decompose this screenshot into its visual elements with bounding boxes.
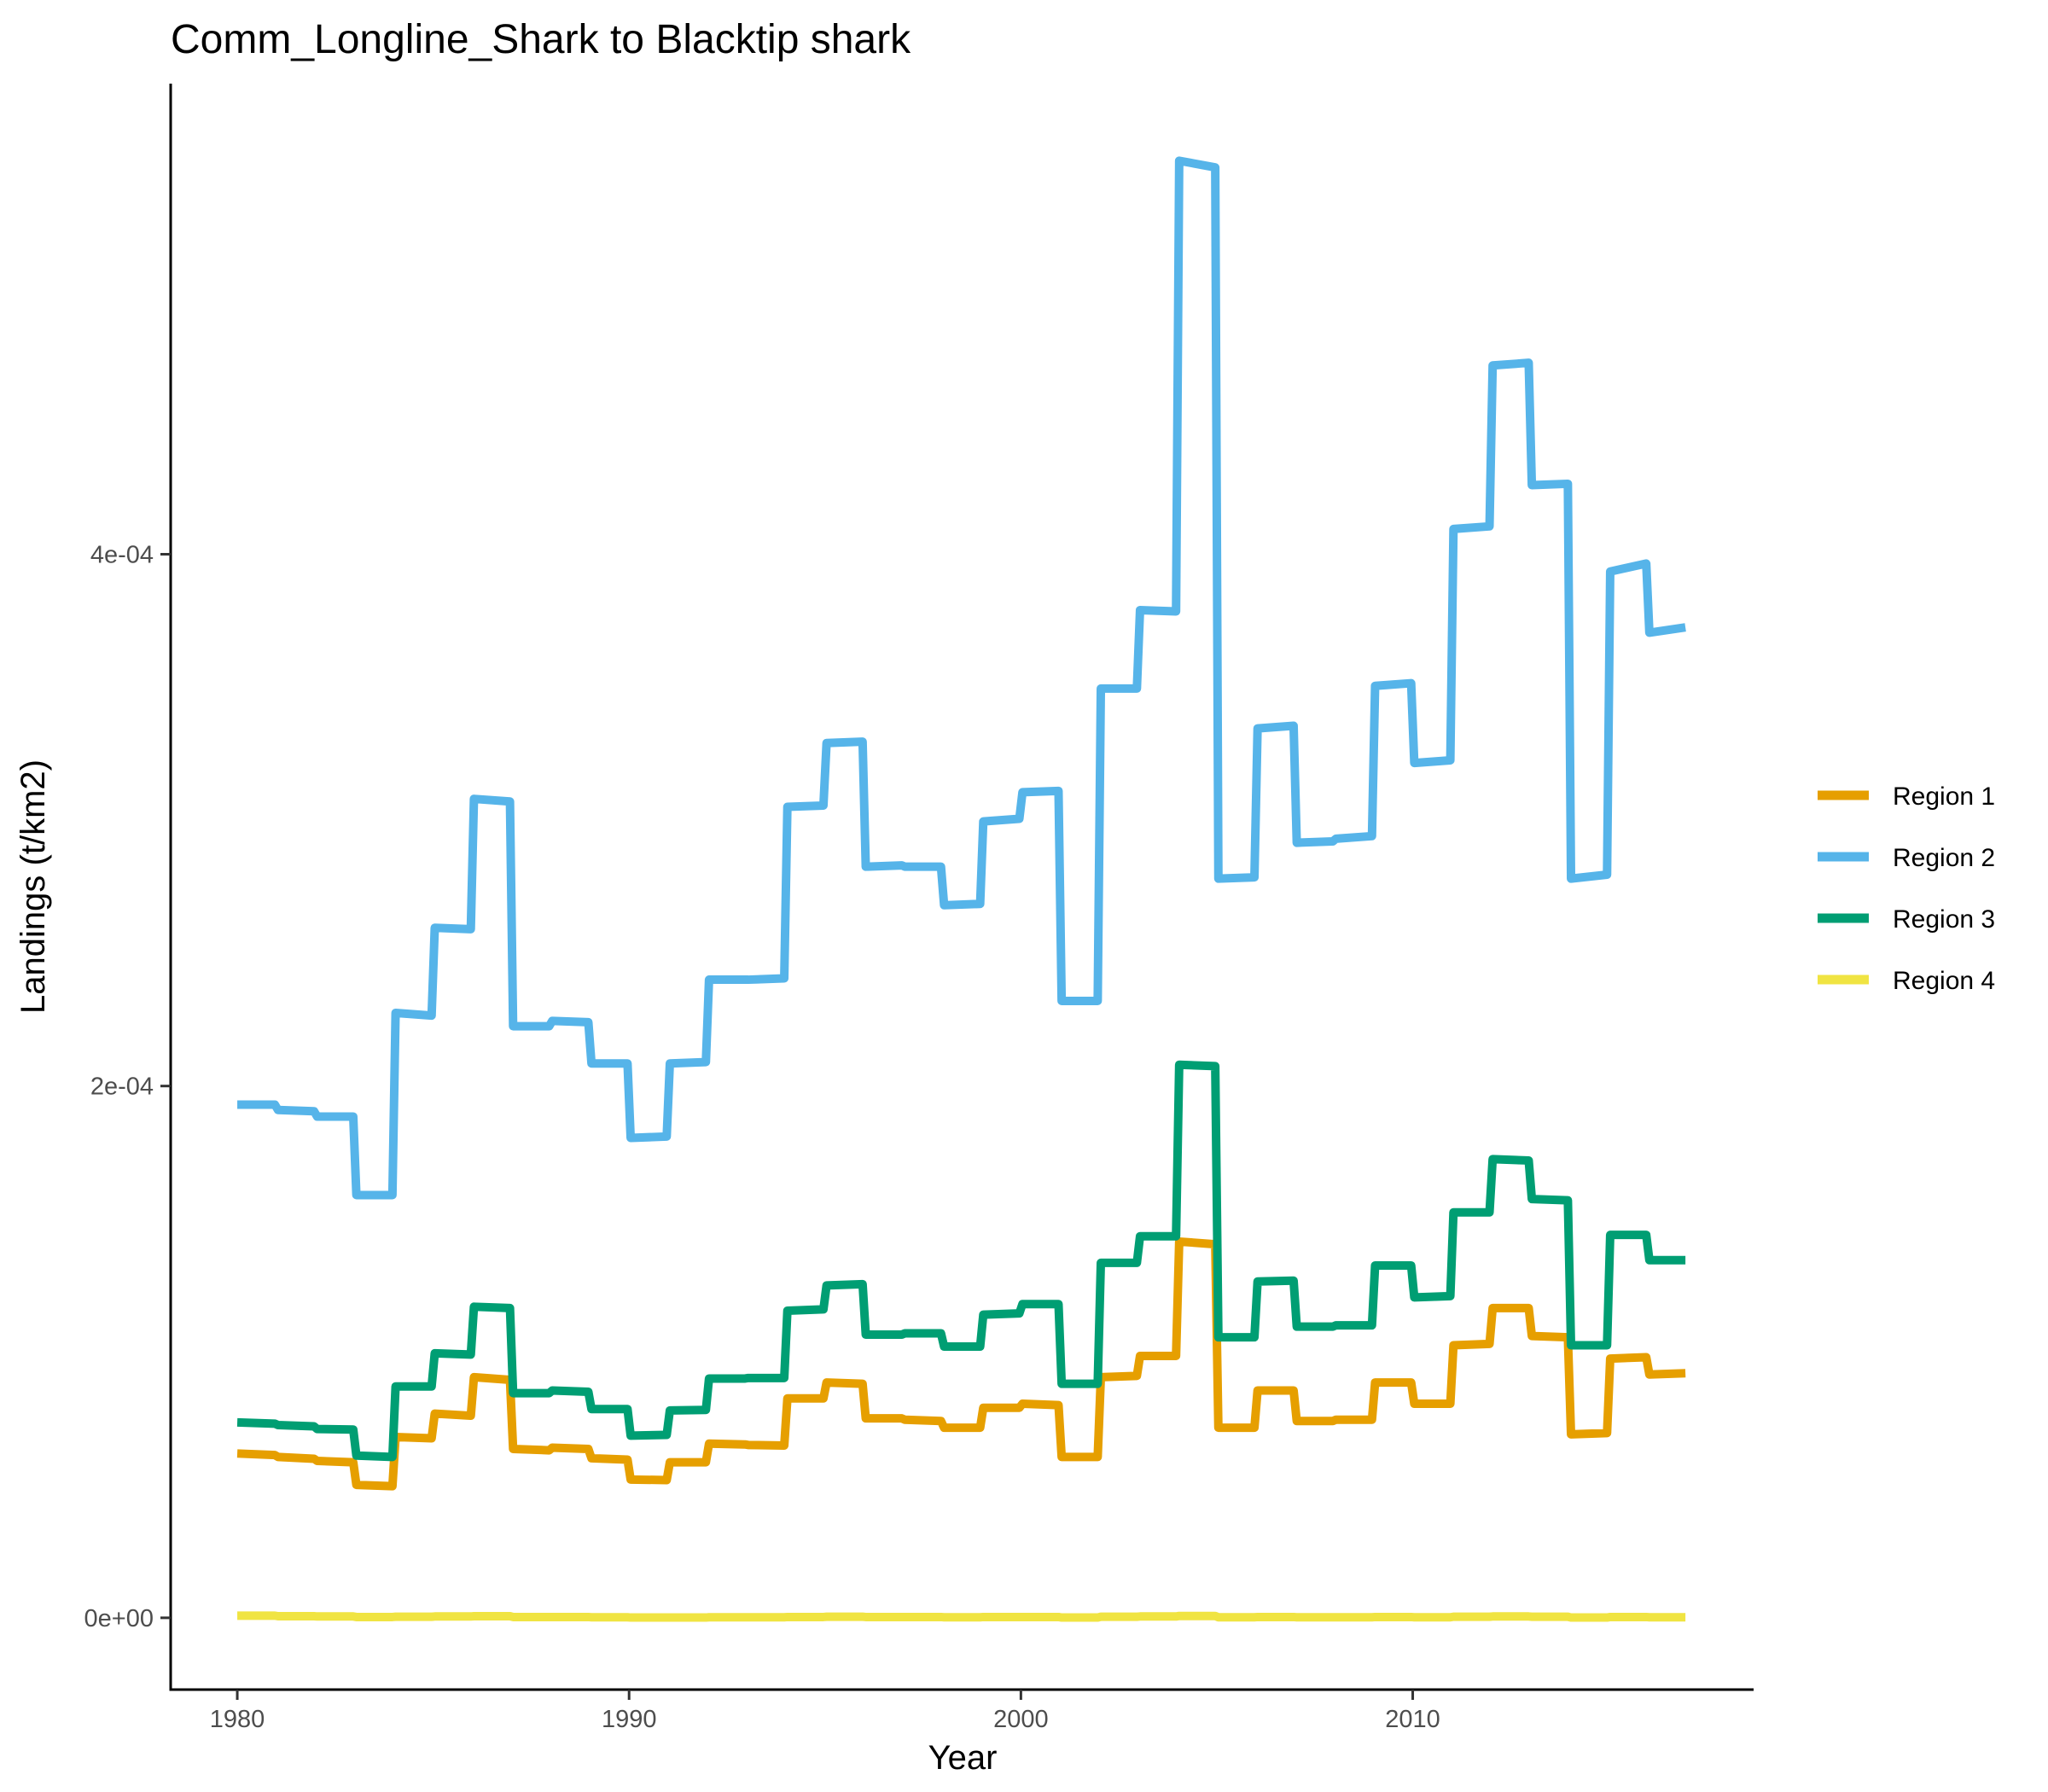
y-tick-label: 0e+00: [84, 1605, 154, 1632]
legend-label-region-2: Region 2: [1893, 844, 1995, 872]
legend-label-region-1: Region 1: [1893, 783, 1995, 811]
chart-title: Comm_Longline_Shark to Blacktip shark: [171, 17, 911, 62]
legend-label-region-3: Region 3: [1893, 905, 1995, 934]
x-tick-label: 2010: [1385, 1706, 1440, 1733]
x-tick-label: 2000: [993, 1706, 1049, 1733]
y-axis-title: Landings (t/km2): [15, 759, 52, 1014]
series-line-region-4: [237, 1611, 1686, 1622]
y-tick-label: 2e-04: [90, 1073, 154, 1101]
x-axis-ticks: 1980 1990 2000 2010: [210, 1690, 1440, 1733]
y-axis-ticks: 0e+00 2e-04 4e-04: [84, 542, 171, 1632]
series-line-region-1: [236, 1236, 1686, 1491]
x-tick-label: 1990: [602, 1706, 657, 1733]
series-layer: [236, 156, 1686, 1622]
x-tick-label: 1980: [210, 1706, 265, 1733]
y-tick-label: 4e-04: [90, 542, 154, 569]
legend: Region 1 Region 2 Region 3 Region 4: [1818, 783, 1995, 995]
series-line-region-2: [237, 156, 1686, 1200]
series-line-region-3: [236, 1060, 1686, 1462]
legend-label-region-4: Region 4: [1893, 967, 1995, 995]
x-axis-title: Year: [928, 1739, 998, 1777]
